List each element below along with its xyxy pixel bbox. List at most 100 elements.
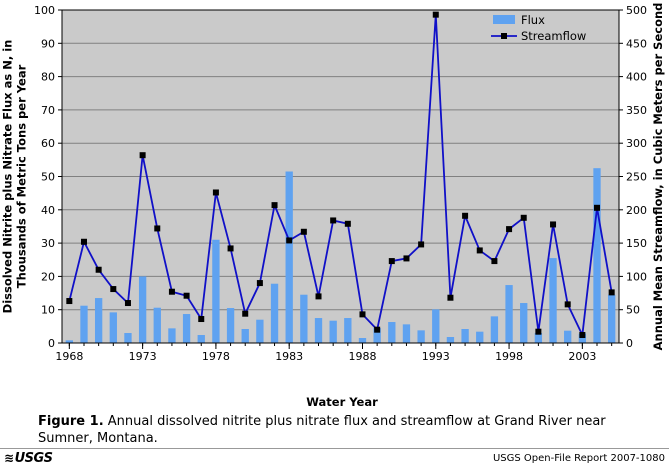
right-tick-label: 350 <box>626 104 647 117</box>
streamflow-point <box>286 237 293 244</box>
x-tick-label: 1998 <box>495 350 523 363</box>
right-axis-title: Annual Mean Streamflow, in Cubic Meters … <box>651 3 665 351</box>
flux-bar <box>388 322 396 343</box>
left-tick-label: 70 <box>41 104 55 117</box>
legend: Flux Streamflow <box>491 13 586 43</box>
flux-bar <box>285 171 293 343</box>
streamflow-point <box>491 258 498 265</box>
streamflow-point <box>124 300 131 307</box>
flux-bar <box>256 319 264 343</box>
streamflow-point <box>95 266 102 273</box>
footer-divider <box>0 448 669 449</box>
right-tick-label: 250 <box>626 171 647 184</box>
streamflow-point <box>300 228 307 235</box>
streamflow-point <box>80 238 87 245</box>
report-number: USGS Open-File Report 2007-1080 <box>492 453 665 464</box>
x-tick-label: 1983 <box>275 350 303 363</box>
streamflow-point <box>550 221 557 228</box>
flux-bar <box>212 239 220 343</box>
logo-text: USGS <box>14 451 53 466</box>
legend-streamflow-marker <box>501 33 507 39</box>
x-tick-label: 1973 <box>129 350 157 363</box>
caption-label: Figure 1. <box>38 414 104 429</box>
streamflow-point <box>315 293 322 300</box>
left-tick-label: 60 <box>41 137 55 150</box>
streamflow-point <box>403 255 410 262</box>
flux-bar <box>417 330 425 343</box>
flux-bar <box>358 338 367 343</box>
flux-bar <box>94 298 103 343</box>
streamflow-point <box>110 286 117 293</box>
flux-bar <box>314 318 323 343</box>
flux-bar <box>505 285 513 343</box>
streamflow-point <box>154 225 161 232</box>
streamflow-point <box>462 212 469 219</box>
flux-bar <box>461 329 469 343</box>
streamflow-point <box>374 326 381 333</box>
figure-caption: Figure 1. Annual dissolved nitrite plus … <box>38 413 638 447</box>
streamflow-point <box>168 288 175 295</box>
legend-streamflow-label: Streamflow <box>521 29 586 43</box>
streamflow-point <box>520 214 527 221</box>
right-tick-label: 100 <box>626 270 647 283</box>
legend-flux-swatch <box>493 15 515 24</box>
streamflow-point <box>447 294 454 301</box>
flux-bar <box>520 303 528 343</box>
streamflow-point <box>359 311 366 318</box>
flux-bar <box>65 340 73 343</box>
right-axis-ticks: 0 50 100 150 200 250 300 350 400 450 500 <box>619 4 647 350</box>
flux-bar <box>344 318 352 343</box>
flux-bar <box>168 328 176 343</box>
streamflow-point <box>227 245 234 252</box>
streamflow-point <box>256 280 263 287</box>
right-tick-label: 450 <box>626 37 647 50</box>
streamflow-point <box>242 310 249 317</box>
legend-flux-label: Flux <box>521 13 545 27</box>
x-axis-ticks: 1968 1973 1978 1983 1988 1993 1998 2003 <box>55 343 613 363</box>
streamflow-point <box>535 328 542 335</box>
streamflow-point <box>432 11 439 18</box>
left-tick-label: 10 <box>41 304 55 317</box>
flux-bar <box>608 294 616 343</box>
right-tick-label: 200 <box>626 204 647 217</box>
streamflow-point <box>183 292 190 299</box>
flux-bar <box>182 314 191 343</box>
flux-bar <box>402 324 411 343</box>
streamflow-point <box>330 217 337 224</box>
flux-bar <box>300 294 308 343</box>
right-tick-label: 400 <box>626 71 647 84</box>
left-axis-title-line: Thousands of Metric Tons per Year <box>14 64 28 288</box>
streamflow-point <box>388 258 395 265</box>
right-tick-label: 150 <box>626 237 647 250</box>
x-tick-label: 1988 <box>348 350 376 363</box>
left-tick-label: 100 <box>34 4 55 17</box>
flux-bar <box>270 283 279 343</box>
chart: 0 10 20 30 40 50 60 70 80 90 100 0 50 100 150 200 250 30… <box>1 3 665 409</box>
flux-bar <box>476 331 484 343</box>
left-tick-label: 90 <box>41 37 55 50</box>
caption-text: Annual dissolved nitrite plus nitrate fl… <box>38 414 606 446</box>
streamflow-point <box>198 316 205 323</box>
flux-bar <box>490 316 499 343</box>
streamflow-point <box>579 332 586 339</box>
left-axis-title: Dissolved Nitrite plus Nitrate Flux as N… <box>1 40 29 314</box>
flux-bar <box>578 333 587 343</box>
flux-bars <box>65 168 616 343</box>
flux-bar <box>226 308 235 343</box>
flux-bar <box>329 320 337 343</box>
streamflow-point <box>476 247 483 254</box>
flux-bar <box>373 328 381 343</box>
flux-bar <box>109 312 117 343</box>
flux-bar <box>80 305 88 343</box>
streamflow-point <box>594 204 601 211</box>
streamflow-point <box>66 298 73 305</box>
left-tick-label: 20 <box>41 270 55 283</box>
streamflow-point <box>608 289 615 296</box>
x-tick-label: 1968 <box>55 350 83 363</box>
left-axis-title-line: Dissolved Nitrite plus Nitrate Flux as N… <box>1 40 15 314</box>
right-tick-label: 50 <box>626 304 640 317</box>
flux-bar <box>432 309 440 343</box>
streamflow-point <box>506 226 513 233</box>
usgs-logo: ≋USGS <box>4 451 53 466</box>
flux-bar <box>534 333 543 343</box>
